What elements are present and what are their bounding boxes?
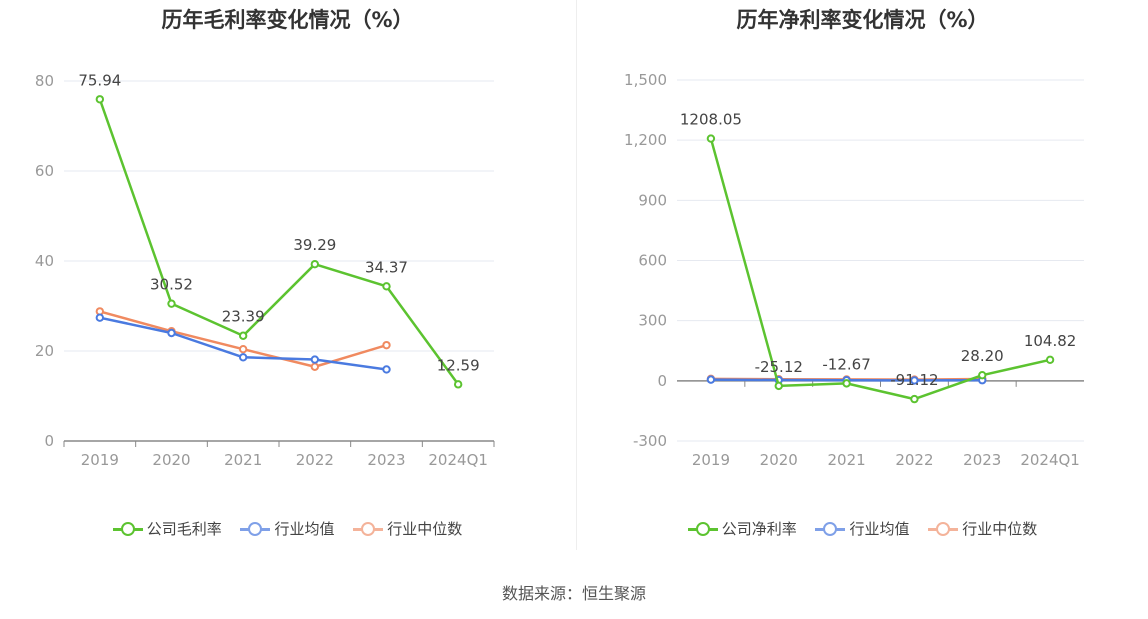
legend: 公司毛利率 行业均值 行业中位数 [0,518,575,539]
data-point [238,345,248,354]
data-point [978,370,987,380]
x-tick-label: 2024Q1 [428,451,488,469]
legend-label: 行业中位数 [962,520,1038,538]
gross-margin-plot: 0 20 40 60 80 2019 2020 2021 2022 2023 2024Q1 75.94… [35,71,495,469]
y-tick-label: -300 [633,432,667,450]
x-tick-label: 2019 [692,451,730,469]
legend-item-company[interactable]: 公司净利率 [687,518,797,539]
x-tick-label: 2024Q1 [1020,451,1080,469]
data-point [95,95,105,104]
legend-item-industry-avg[interactable]: 行业均值 [815,518,910,539]
legend: 公司净利率 行业均值 行业中位数 [577,518,1148,539]
data-point [310,355,320,364]
data-point [238,353,248,362]
data-label: 12.59 [437,356,480,374]
data-label: 30.52 [150,276,193,294]
x-tick-label: 2019 [81,451,119,469]
legend-marker-icon [687,521,718,536]
gross-margin-chart: 历年毛利率变化情况（%） 0 20 40 60 80 2019 2020 2021 2022 20… [0,0,575,560]
data-label: 104.82 [1024,332,1076,350]
legend-item-industry-median[interactable]: 行业中位数 [353,518,462,539]
y-tick-label: 80 [35,72,54,90]
legend-marker-icon [353,521,384,536]
data-point [774,381,783,391]
data-point [382,365,391,374]
y-tick-label: 60 [35,162,54,180]
series-line [709,138,1051,401]
legend-label: 行业均值 [274,520,335,538]
data-label: -12.67 [822,355,870,373]
data-label: 23.39 [222,308,265,326]
data-point [1045,355,1055,365]
legend-label: 公司毛利率 [146,520,222,538]
y-tick-label: 40 [35,252,54,270]
data-point [910,394,919,404]
x-tick-label: 2021 [224,451,262,469]
panel-divider [576,0,577,550]
y-tick-label: 20 [35,342,54,360]
net-margin-chart: 历年净利率变化情况（%） -300 0 300 600 900 1,200 1,500 201… [577,0,1148,560]
x-tick-label: 2020 [152,451,190,469]
data-point [706,134,716,143]
legend-item-industry-avg[interactable]: 行业均值 [240,518,335,539]
x-tick-label: 2023 [367,451,405,469]
data-point [382,340,391,350]
y-tick-label: 900 [638,191,667,209]
chart-title: 历年毛利率变化情况（%） [161,8,414,32]
net-margin-plot: -300 0 300 600 900 1,200 1,500 2019 2020 2021 2022… [624,71,1084,469]
x-tick-label: 2020 [760,451,798,469]
chart-title: 历年净利率变化情况（%） [736,8,989,32]
data-label: 28.20 [961,347,1004,365]
data-point [453,380,463,389]
legend-label: 行业中位数 [387,520,463,538]
legend-marker-icon [112,521,143,536]
y-tick-label: 0 [657,372,667,390]
data-label: 39.29 [293,236,336,254]
legend-label: 公司净利率 [721,520,797,538]
data-label: 75.94 [78,71,121,89]
data-label: -25.12 [755,358,803,376]
data-label: -91.12 [890,371,938,389]
x-tick-label: 2021 [827,451,865,469]
data-point [238,331,248,340]
y-tick-label: 600 [638,252,667,270]
y-tick-label: 0 [44,432,54,450]
data-point [842,379,851,388]
legend-marker-icon [815,521,846,536]
y-tick-label: 1,500 [624,71,667,89]
legend-label: 行业均值 [849,520,910,538]
data-label: 34.37 [365,258,408,276]
data-point [167,299,176,308]
data-source: 数据来源：恒生聚源 [501,584,646,603]
y-tick-label: 300 [638,312,667,330]
data-point [95,313,105,322]
data-point [310,362,320,371]
legend-item-company[interactable]: 公司毛利率 [112,518,222,539]
data-point [310,259,320,269]
data-point [167,328,176,338]
x-tick-label: 2022 [296,451,334,469]
legend-marker-icon [928,521,959,536]
data-point [382,282,391,291]
legend-item-industry-median[interactable]: 行业中位数 [928,518,1037,539]
legend-marker-icon [240,521,271,536]
data-label: 1208.05 [680,111,742,129]
x-tick-label: 2022 [895,451,933,469]
data-point [910,376,919,385]
x-tick-label: 2023 [963,451,1001,469]
y-tick-label: 1,200 [624,131,667,149]
data-point [706,375,716,384]
series-line [98,98,460,386]
